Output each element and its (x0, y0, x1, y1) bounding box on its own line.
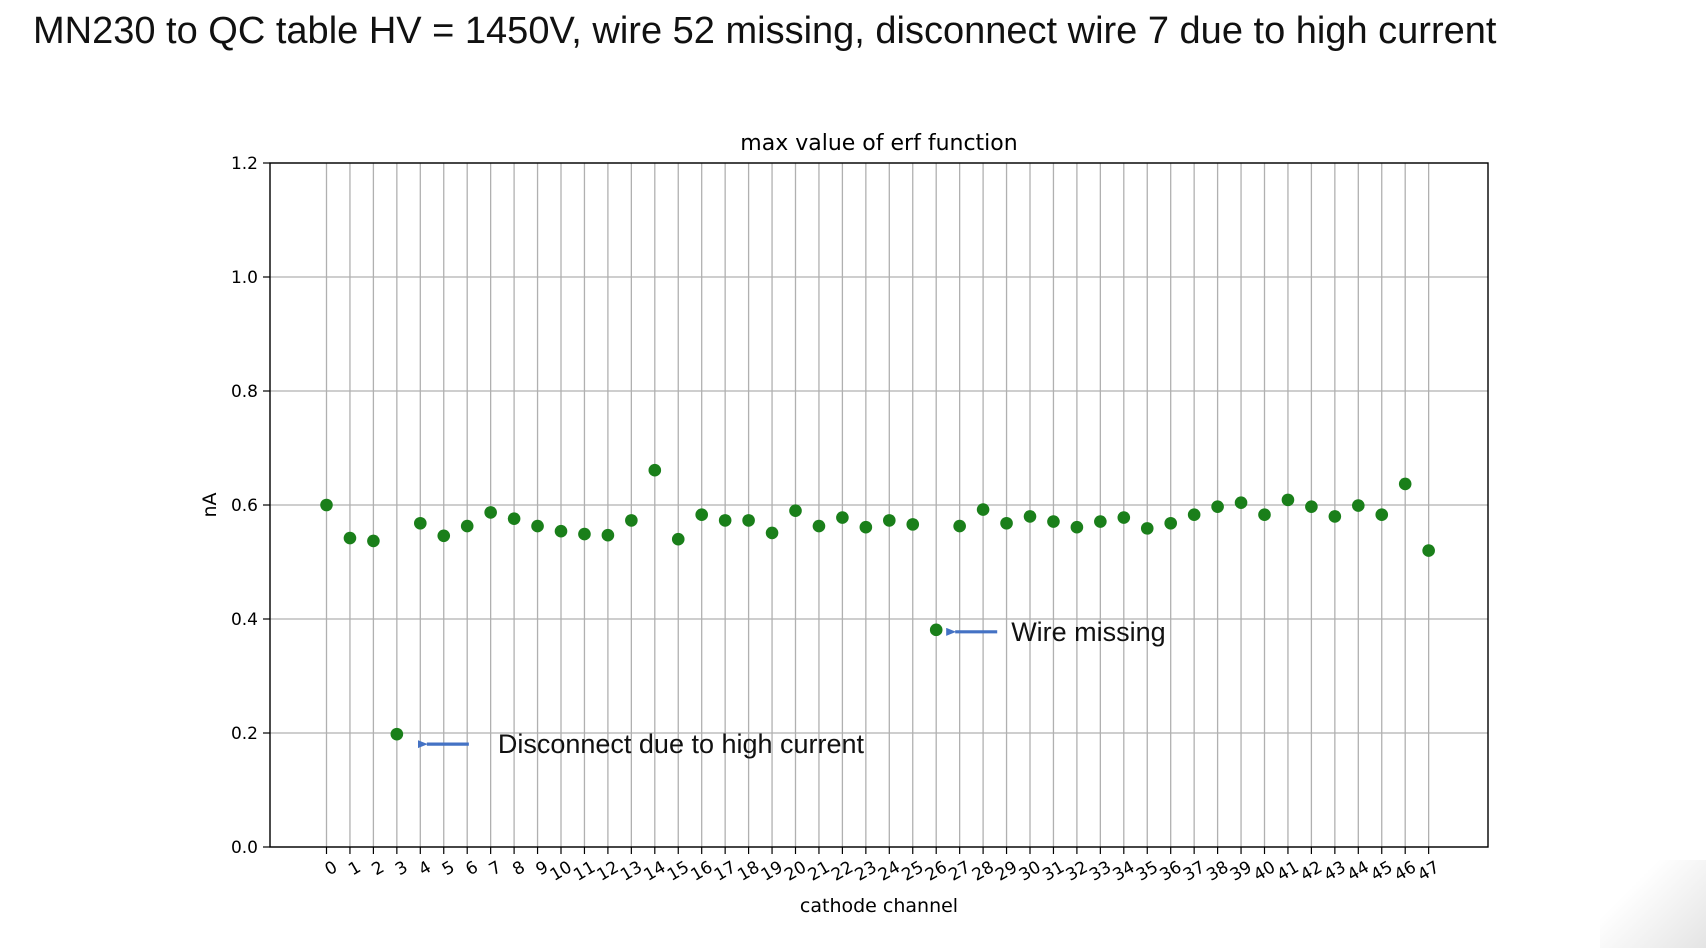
data-point (1352, 499, 1365, 512)
data-point (1094, 515, 1107, 528)
data-point (437, 529, 451, 543)
data-point (1305, 500, 1318, 514)
y-axis: 0.0 0.2 0.4 0.6 0.8 1.0 1.2 (231, 154, 270, 858)
data-point (789, 504, 802, 517)
data-point (906, 518, 920, 531)
page-corner-shadow (1600, 860, 1706, 948)
data-point (367, 534, 380, 548)
data-point (625, 514, 638, 527)
annotation-label: Disconnect due to high current (498, 729, 865, 759)
x-tick-label: 8 (509, 857, 528, 880)
x-tick-label: 4 (415, 857, 434, 880)
data-point (718, 514, 732, 527)
data-point (1328, 510, 1342, 523)
data-point (320, 498, 333, 512)
data-point (1281, 493, 1295, 507)
data-point (1211, 500, 1224, 514)
x-tick-label: 6 (462, 857, 481, 880)
data-point (531, 519, 544, 533)
x-axis: 0 1 2 3 4 5 6 7 8 9101112131415161718192021222324… (322, 847, 1443, 886)
data-point (859, 520, 873, 534)
data-point (1234, 496, 1248, 510)
y-tick-label: 1.2 (231, 154, 258, 174)
data-point (1140, 522, 1154, 535)
x-tick-label: 0 (322, 857, 341, 880)
data-point (953, 519, 966, 533)
data-point (390, 727, 404, 741)
chart-title: max value of erf function (740, 131, 1017, 156)
data-point (507, 512, 521, 525)
x-tick-label: 3 (392, 857, 411, 880)
data-point (836, 511, 849, 524)
data-point (1000, 516, 1013, 530)
x-tick-label: 5 (439, 857, 458, 880)
y-tick-label: 0.4 (231, 610, 258, 630)
data-point (1258, 508, 1271, 521)
data-point (765, 526, 779, 540)
x-tick-label: 2 (369, 857, 388, 880)
data-point (1047, 515, 1060, 528)
annotation-label: Wire missing (1011, 617, 1166, 647)
y-tick-label: 0.8 (231, 382, 258, 402)
data-point (343, 531, 357, 545)
y-tick-label: 1.0 (231, 268, 258, 288)
data-point (554, 524, 568, 538)
data-point (414, 516, 427, 530)
data-point (742, 514, 755, 527)
y-tick-label: 0.2 (231, 724, 258, 744)
grid-layer (270, 162, 1488, 848)
data-point (484, 506, 497, 519)
x-tick-label: 7 (486, 857, 505, 880)
y-tick-label: 0.0 (231, 838, 258, 858)
data-point (1117, 511, 1131, 524)
data-point (1164, 516, 1177, 530)
data-point (601, 528, 615, 542)
x-axis-label: cathode channel (800, 895, 958, 917)
data-point (812, 519, 826, 533)
data-point (1422, 544, 1435, 557)
data-point (1187, 508, 1201, 521)
annotations: Wire missing Disconnect due to high curre… (417, 617, 1166, 759)
data-point (460, 519, 474, 533)
data-point (929, 623, 943, 637)
x-tick-label: 47 (1414, 857, 1443, 885)
y-axis-label: nA (199, 492, 221, 517)
data-point (1070, 520, 1084, 534)
data-point (671, 532, 685, 546)
data-point (648, 463, 662, 477)
data-point (1023, 510, 1037, 523)
slide-title: MN230 to QC table HV = 1450V, wire 52 mi… (33, 10, 1497, 52)
data-point (1375, 508, 1389, 521)
data-points (320, 463, 1435, 741)
x-tick-label: 1 (345, 857, 364, 880)
data-point (883, 514, 896, 527)
data-point (1398, 477, 1412, 491)
data-point (976, 503, 990, 516)
data-point (695, 508, 708, 521)
y-tick-label: 0.6 (231, 496, 258, 516)
data-point (578, 527, 591, 541)
